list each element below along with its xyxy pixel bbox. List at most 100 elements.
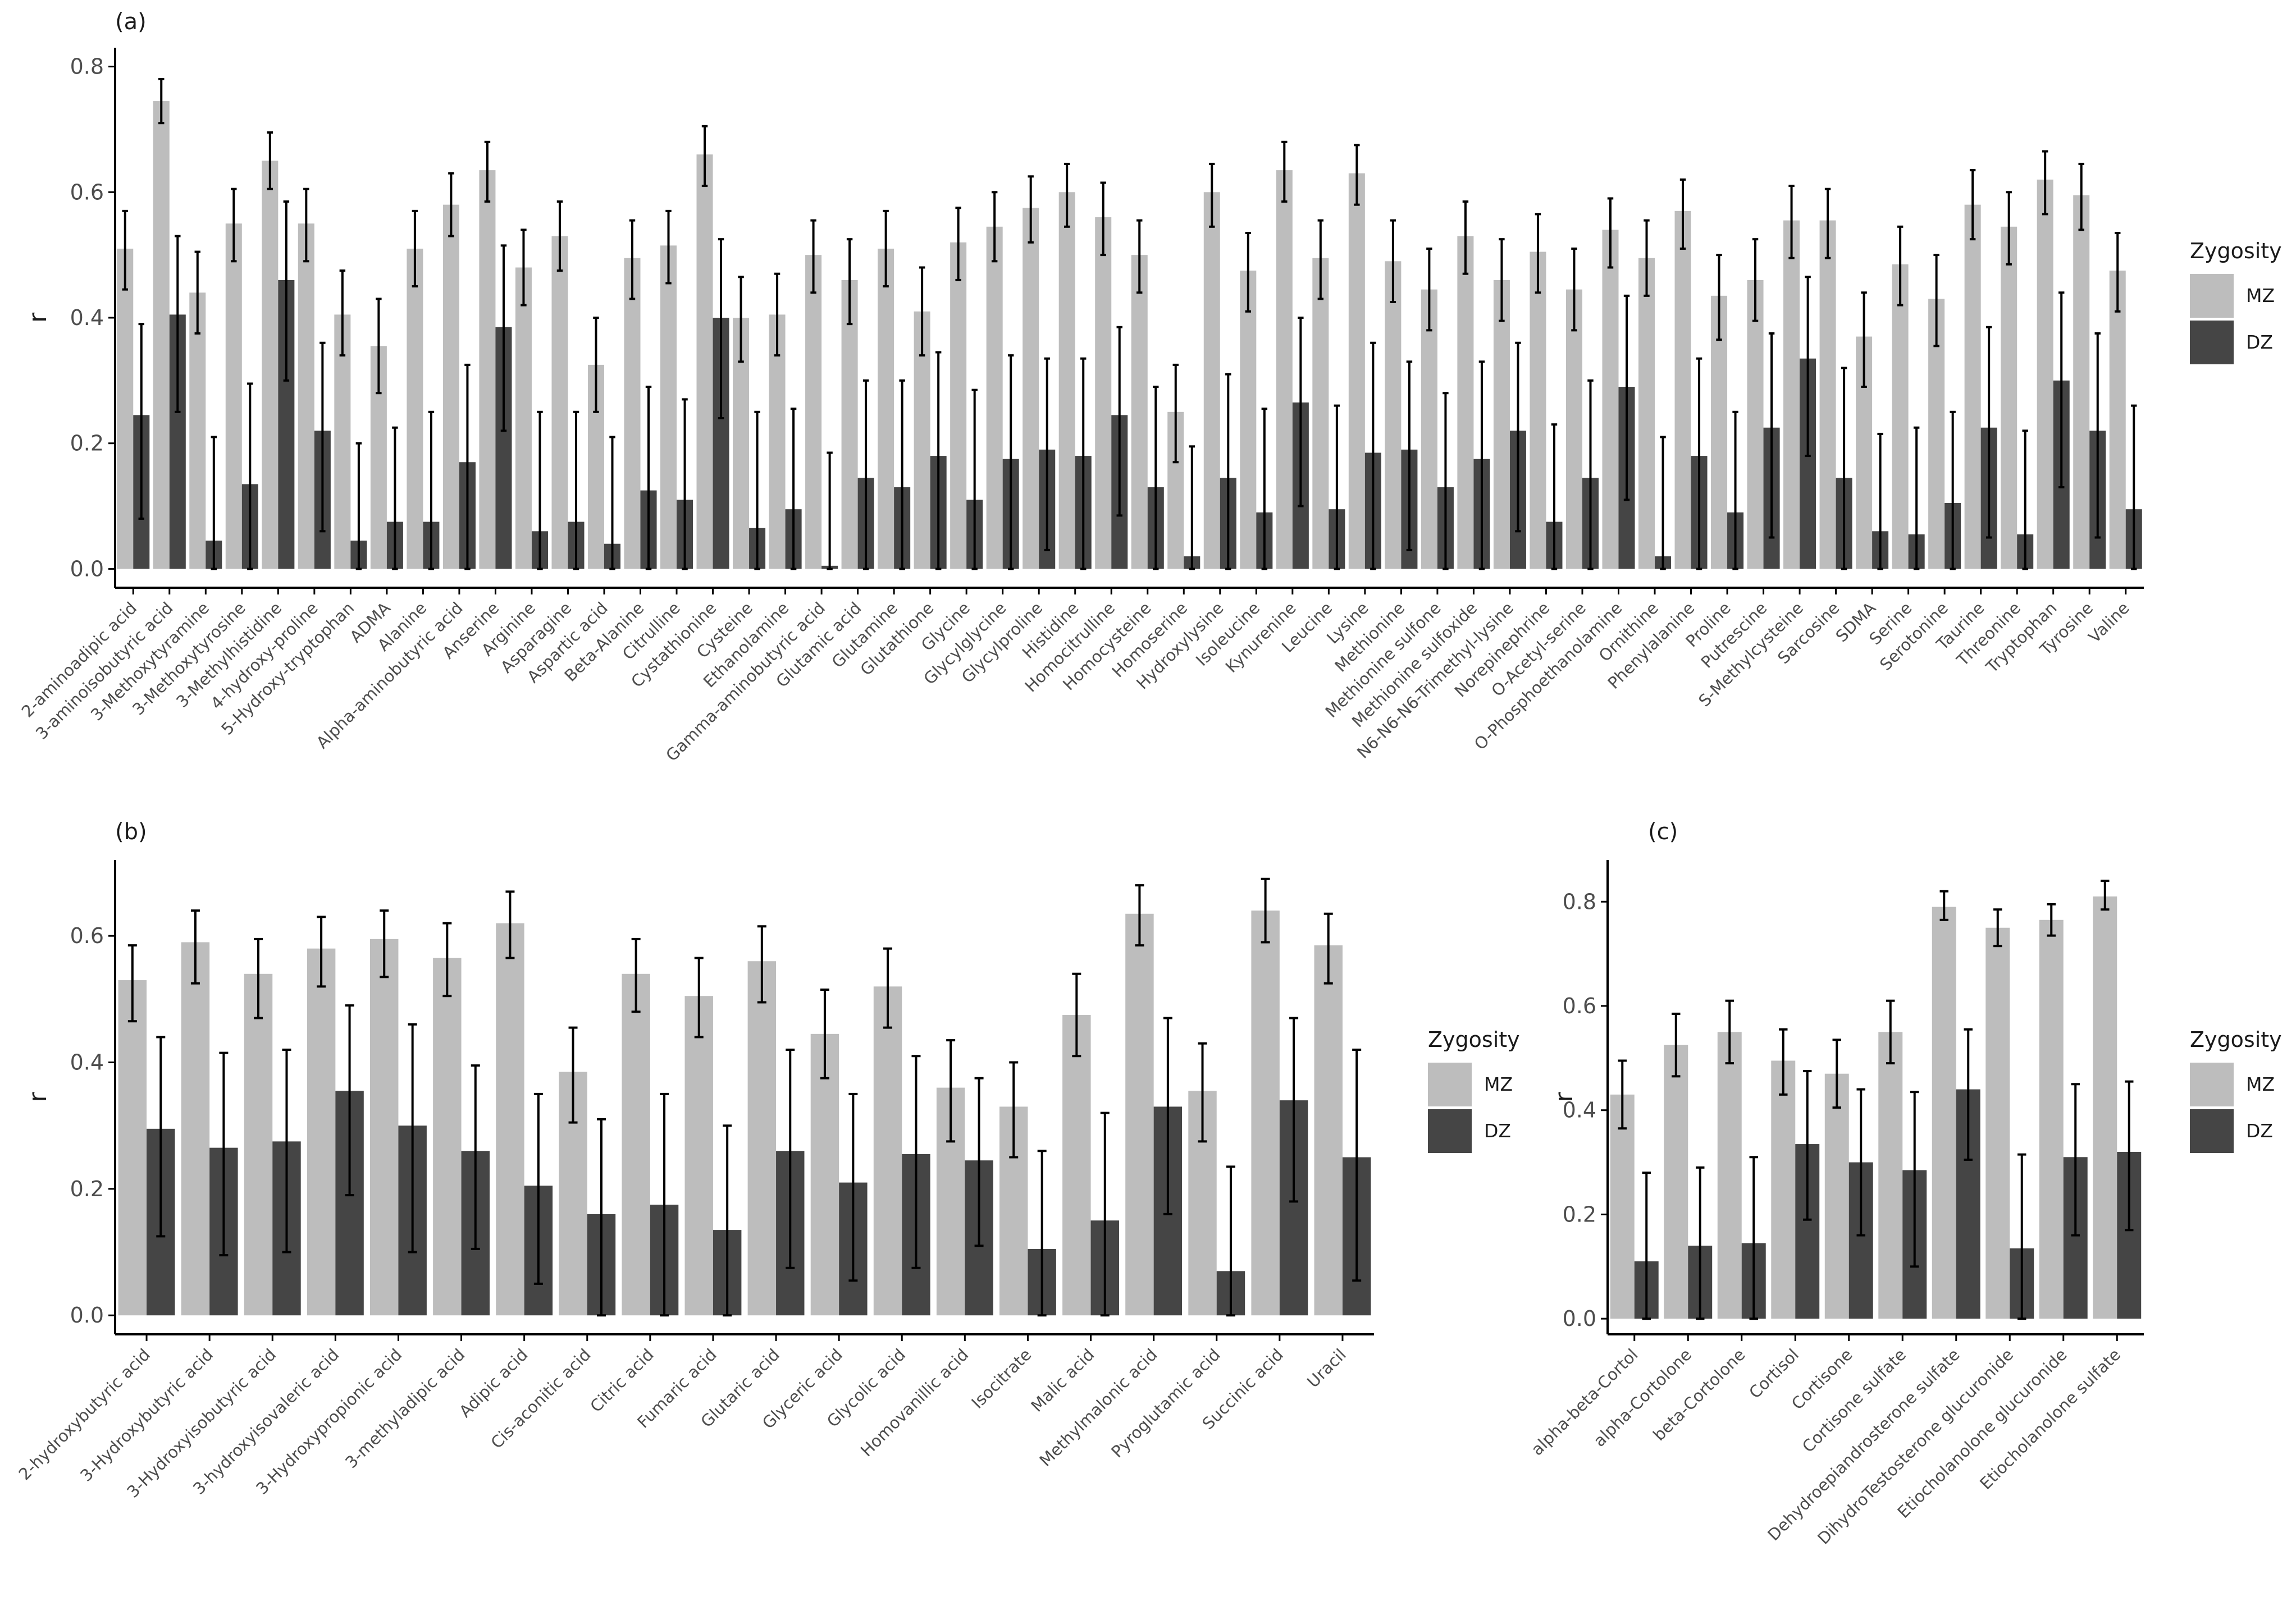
bar-mz: [2037, 179, 2053, 569]
y-tick-label: 0.2: [70, 431, 104, 456]
bar-mz: [407, 248, 423, 569]
bar-mz: [810, 1033, 839, 1316]
bar-mz: [769, 314, 786, 569]
bar-mz: [551, 236, 568, 569]
bar-mz: [1747, 280, 1764, 569]
bar-mz: [1203, 192, 1220, 569]
bar-mz: [873, 986, 902, 1316]
y-tick-label: 0.8: [1563, 889, 1596, 914]
bar-mz: [624, 258, 641, 569]
bar-mz: [747, 961, 777, 1316]
bar-mz: [1674, 211, 1691, 569]
bar-mz: [118, 980, 147, 1316]
y-tick-label: 0.2: [1563, 1202, 1596, 1227]
legend-key-mz: [1428, 1063, 1472, 1106]
bar-mz: [986, 226, 1003, 569]
bar-mz: [841, 280, 858, 569]
legend-key-dz: [2190, 321, 2234, 364]
bar-mz: [307, 948, 336, 1316]
legend-key-dz: [2190, 1109, 2234, 1153]
legend: Zygosity MZ DZ: [2190, 239, 2282, 364]
bar-mz: [1819, 220, 1836, 569]
panel-label: (b): [115, 819, 147, 845]
bar-mz: [496, 923, 524, 1316]
bar-mz: [1348, 173, 1365, 569]
legend-label-mz: MZ: [2246, 285, 2275, 306]
bar-mz: [1771, 1060, 1796, 1319]
y-tick-label: 0.4: [1563, 1098, 1596, 1123]
bar-mz: [1783, 220, 1800, 569]
y-axis-title: r: [24, 1092, 52, 1102]
legend-title: Zygosity: [2190, 239, 2282, 263]
bar-mz: [1711, 295, 1728, 569]
bar-mz: [1892, 264, 1909, 569]
bar-mz: [1062, 1015, 1091, 1316]
bar-mz: [334, 314, 351, 569]
bar-mz: [2109, 271, 2126, 569]
legend-label-mz: MZ: [2246, 1073, 2275, 1095]
bar-mz: [2001, 226, 2017, 569]
y-tick-label: 0.6: [70, 923, 104, 948]
y-tick-label: 0.4: [70, 1050, 104, 1075]
bar-mz: [1314, 945, 1343, 1316]
y-tick-label: 0.6: [70, 180, 104, 204]
legend-label-dz: DZ: [2246, 1120, 2273, 1142]
bar-mz: [1312, 258, 1329, 569]
bar-mz: [1602, 230, 1619, 569]
bar-mz: [298, 223, 314, 569]
bar-mz: [622, 973, 650, 1316]
bar-mz: [684, 996, 713, 1316]
y-tick-label: 0.2: [70, 1177, 104, 1201]
bar-mz: [1664, 1045, 1688, 1319]
bar-mz: [1964, 204, 1981, 569]
y-tick-label: 0.6: [1563, 994, 1596, 1018]
bar-mz: [1276, 170, 1293, 569]
legend: Zygosity MZ DZ: [1428, 1027, 1520, 1153]
bar-mz: [2039, 919, 2064, 1319]
bar-mz: [1610, 1094, 1635, 1319]
bar-mz: [153, 101, 170, 569]
legend-label-dz: DZ: [2246, 331, 2273, 353]
bar-mz: [2073, 195, 2090, 569]
bar-mz: [1240, 271, 1257, 569]
bar-mz: [1493, 280, 1510, 569]
bar-mz: [805, 255, 822, 569]
panel-label: (a): [115, 9, 147, 35]
legend: Zygosity MZ DZ: [2190, 1027, 2282, 1153]
bar-mz: [1023, 208, 1039, 569]
legend-key-dz: [1428, 1109, 1472, 1153]
bar-mz: [181, 942, 210, 1316]
y-tick-label: 0.0: [70, 1303, 104, 1328]
bar-mz: [433, 958, 462, 1316]
bar-mz: [1421, 289, 1437, 569]
bar-mz: [1385, 261, 1402, 569]
bar-mz: [244, 973, 273, 1316]
bar-mz: [515, 267, 532, 569]
y-tick-label: 0.8: [70, 54, 104, 79]
y-tick-label: 0.0: [70, 556, 104, 581]
bar-mz: [370, 939, 399, 1316]
bar-mz: [479, 170, 496, 569]
bar-mz: [660, 245, 677, 569]
bar-mz: [442, 204, 459, 569]
bar-mz: [1985, 927, 2010, 1319]
bar-mz: [225, 223, 242, 569]
bar-mz: [2093, 896, 2117, 1319]
y-tick-label: 0.4: [70, 305, 104, 330]
legend-key-mz: [2190, 1063, 2234, 1106]
legend-key-mz: [2190, 274, 2234, 318]
bar-mz: [1565, 289, 1582, 569]
bar-mz: [1125, 913, 1154, 1316]
bar-mz: [696, 154, 713, 569]
bar-mz: [1878, 1032, 1903, 1319]
bar-mz: [262, 161, 279, 569]
bar-mz: [1058, 192, 1075, 569]
bar-mz: [1095, 217, 1112, 569]
y-axis-title: r: [1550, 1092, 1578, 1102]
y-tick-label: 0.0: [1563, 1306, 1596, 1331]
bar-mz: [1717, 1032, 1742, 1319]
bar-mz: [117, 248, 134, 569]
bar-mz: [1932, 907, 1956, 1319]
bar-mz: [878, 248, 894, 569]
